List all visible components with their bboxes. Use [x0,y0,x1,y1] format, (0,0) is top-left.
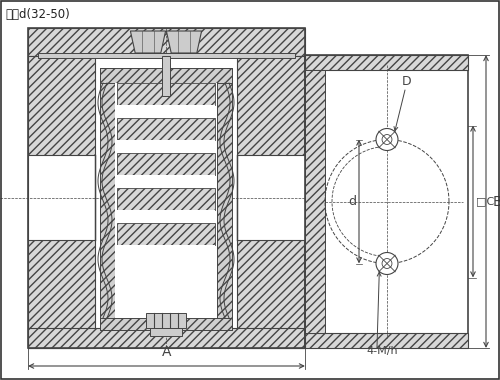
Bar [38,53,295,58]
Text: A: A [162,345,171,359]
Text: d: d [348,195,356,208]
Bar [28,56,95,348]
Bar [100,68,115,330]
Circle shape [382,258,392,268]
Bar [162,56,170,96]
Bar [117,140,215,148]
Bar [237,155,305,240]
Bar [117,223,215,245]
Bar [146,313,186,328]
Polygon shape [166,31,202,53]
Text: D: D [402,75,411,88]
Bar [305,70,325,333]
Bar [117,245,215,253]
Bar [217,68,232,330]
Text: □C: □C [476,196,494,206]
Bar [117,83,215,105]
Text: B: B [493,195,500,209]
Bar [28,28,305,348]
Bar [305,55,468,70]
Bar [28,155,95,240]
Bar [150,328,182,336]
Bar [115,83,217,318]
Bar [28,328,305,348]
Bar [117,153,215,175]
Circle shape [376,252,398,274]
Bar [117,118,215,140]
Text: 通径d(32-50): 通径d(32-50) [5,8,70,21]
Bar [100,318,232,330]
Bar [237,56,305,348]
Bar [305,333,468,348]
Polygon shape [130,31,166,53]
Bar [305,55,468,348]
Bar [117,175,215,183]
Bar [117,188,215,210]
Circle shape [376,128,398,150]
Text: 4-M/h: 4-M/h [366,346,398,356]
Bar [28,28,305,56]
Bar [117,210,215,218]
Circle shape [382,135,392,144]
Bar [100,68,232,83]
Bar [117,105,215,113]
